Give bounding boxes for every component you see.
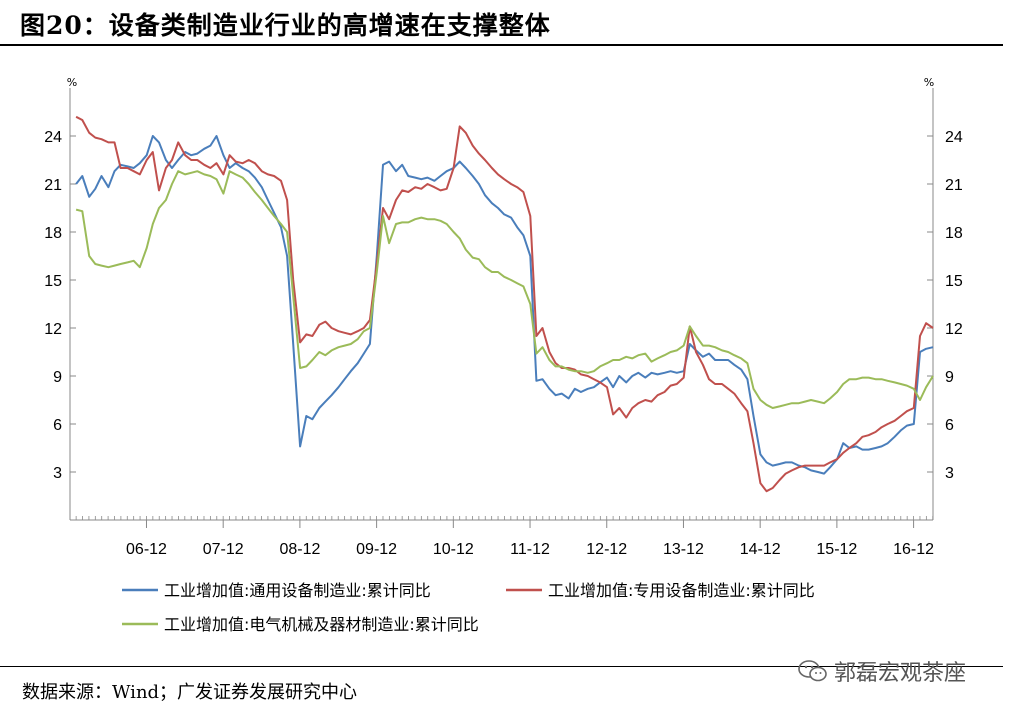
x-tick-label: 07-12: [203, 541, 244, 558]
y-tick-label-right: 15: [945, 273, 963, 290]
y-tick-label-left: 3: [53, 465, 62, 482]
x-tick-label: 14-12: [740, 541, 781, 558]
legend-label-1: 工业增加值:通用设备制造业:累计同比: [164, 581, 431, 600]
y-tick-label-right: 9: [945, 369, 954, 386]
y-tick-label-left: 15: [44, 273, 62, 290]
y-tick-label-right: 21: [945, 177, 963, 194]
right-unit-label: %: [924, 76, 934, 89]
y-tick-label-left: 12: [44, 321, 62, 338]
watermark: 郭磊宏观茶座: [798, 655, 966, 687]
y-tick-label-left: 18: [44, 225, 62, 242]
y-tick-label-right: 6: [945, 417, 954, 434]
y-tick-label-left: 24: [44, 129, 62, 146]
series-line-1: [75, 135, 934, 475]
x-tick-label: 13-12: [663, 541, 704, 558]
series-line-2: [75, 115, 934, 493]
legend: 工业增加值:通用设备制造业:累计同比 工业增加值:专用设备制造业:累计同比工业增加…: [122, 581, 815, 634]
left-unit-label: %: [67, 76, 77, 89]
x-tick-label: 08-12: [279, 541, 320, 558]
x-tick-label: 10-12: [433, 541, 474, 558]
footer-rule: [0, 666, 1003, 667]
y-tick-label-right: 24: [945, 129, 963, 146]
x-tick-label: 16-12: [893, 541, 934, 558]
y-tick-label-right: 12: [945, 321, 963, 338]
source-note: 数据来源：Wind；广发证券发展研究中心: [22, 682, 358, 703]
x-tick-label: 12-12: [586, 541, 627, 558]
y-tick-label-right: 3: [945, 465, 954, 482]
legend-label-2: 工业增加值:专用设备制造业:累计同比: [548, 581, 815, 600]
wechat-icon: [798, 660, 827, 682]
title-rule: [0, 44, 1003, 46]
axes: % % 3 3 6 6 9 9 12 12 15 15 18 18 21 21 24 24 06-12 07-12 08…: [44, 76, 963, 558]
legend-label-3: 工业增加值:电气机械及器材制造业:累计同比: [164, 615, 479, 634]
series-line-3: [75, 170, 934, 409]
y-tick-label-right: 18: [945, 225, 963, 242]
x-tick-label: 15-12: [816, 541, 857, 558]
x-tick-label: 11-12: [510, 541, 550, 558]
x-tick-label: 06-12: [126, 541, 167, 558]
y-tick-label-left: 9: [53, 369, 62, 386]
series-lines: [75, 115, 934, 493]
y-tick-label-left: 6: [53, 417, 62, 434]
x-tick-label: 09-12: [356, 541, 397, 558]
y-tick-label-left: 21: [44, 177, 62, 194]
chart-title: 图20：设备类制造业行业的高增速在支撑整体: [20, 11, 551, 40]
watermark-text: 郭磊宏观茶座: [834, 661, 967, 686]
